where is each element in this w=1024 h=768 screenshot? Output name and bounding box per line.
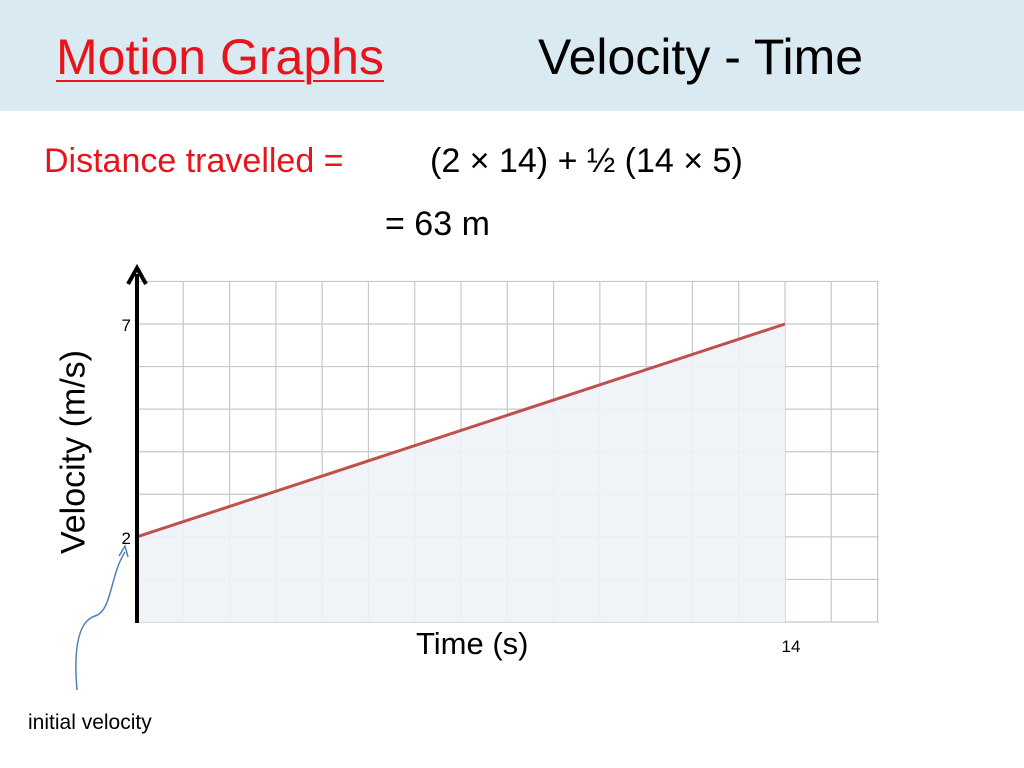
distance-label: Distance travelled =: [44, 142, 344, 180]
annotation-arrow: [75, 551, 126, 691]
velocity-line: [136, 322, 786, 539]
y-axis-arrowhead: [126, 263, 148, 285]
page-subtitle: Velocity - Time: [538, 29, 864, 85]
distance-expression: (2 × 14) + ½ (14 × 5): [430, 142, 743, 180]
x-axis-label: Time (s): [416, 626, 529, 661]
distance-result: = 63 m: [385, 205, 490, 243]
area-under-line: [137, 324, 785, 622]
header-banner: [0, 0, 1024, 111]
annotation-arrowhead: [118, 544, 129, 558]
page-title: Motion Graphs: [56, 29, 384, 85]
y-axis-label: Velocity (m/s): [54, 349, 93, 555]
initial-velocity-note: initial velocity: [28, 711, 152, 734]
x-tick-label: 14: [782, 637, 801, 656]
y-tick-label: 2: [122, 529, 131, 548]
y-tick-label: 7: [122, 316, 131, 335]
